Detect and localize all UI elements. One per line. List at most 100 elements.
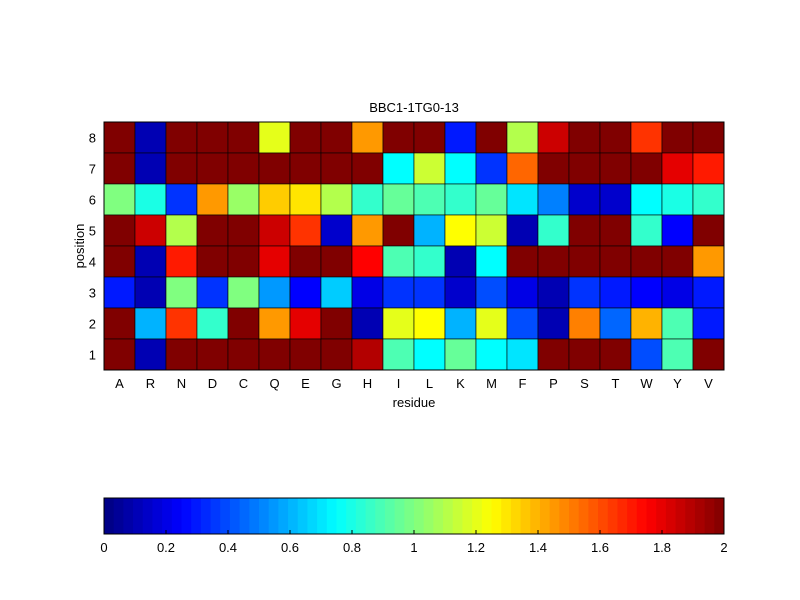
colorbar-segment xyxy=(510,498,522,534)
heatmap-cell-P-4 xyxy=(537,245,570,278)
heatmap-cell-Q-8 xyxy=(258,121,291,154)
heatmap-cell-C-8 xyxy=(227,121,260,154)
heatmap-cell-D-3 xyxy=(196,276,229,309)
colorbar-segment xyxy=(578,498,589,534)
colorbar-tick-label: 0.4 xyxy=(219,540,237,555)
heatmap-cell-D-8 xyxy=(196,121,229,154)
y-tick-label: 3 xyxy=(89,286,96,301)
heatmap-cell-H-8 xyxy=(351,121,384,154)
heatmap-cell-H-4 xyxy=(351,245,384,278)
colorbar-segment xyxy=(326,498,337,534)
colorbar-segment xyxy=(181,498,192,534)
heatmap-cell-K-4 xyxy=(444,245,477,278)
heatmap-cell-W-7 xyxy=(630,152,663,185)
y-tick-label: 7 xyxy=(89,162,96,177)
x-tick-label: I xyxy=(397,376,401,391)
colorbar-segment xyxy=(162,498,173,534)
colorbar-segment xyxy=(627,498,638,534)
heatmap-cell-Q-4 xyxy=(258,245,291,278)
heatmap-cell-G-6 xyxy=(320,183,353,216)
heatmap-cell-N-3 xyxy=(165,276,198,309)
heatmap-cell-E-3 xyxy=(289,276,322,309)
heatmap-cell-I-6 xyxy=(382,183,415,216)
colorbar-segment xyxy=(423,498,434,534)
heatmap-cell-I-2 xyxy=(382,307,415,340)
colorbar-segment xyxy=(539,498,551,534)
heatmap-cell-Y-6 xyxy=(661,183,694,216)
colorbar-segment xyxy=(656,498,667,534)
heatmap-cell-A-4 xyxy=(103,245,136,278)
colorbar-segment xyxy=(375,498,386,534)
heatmap-cell-P-3 xyxy=(537,276,570,309)
heatmap-cell-M-4 xyxy=(475,245,508,278)
heatmap-cell-F-8 xyxy=(506,121,539,154)
heatmap-cell-S-2 xyxy=(568,307,601,340)
heatmap-cell-A-3 xyxy=(103,276,136,309)
colorbar-segment xyxy=(598,498,609,534)
colorbar-segment xyxy=(104,498,115,534)
heatmap-cell-S-8 xyxy=(568,121,601,154)
colorbar-segment xyxy=(404,498,415,534)
heatmap-cell-K-5 xyxy=(444,214,477,247)
heatmap-cell-C-7 xyxy=(227,152,260,185)
heatmap-cell-T-8 xyxy=(599,121,632,154)
colorbar-segment xyxy=(307,498,318,534)
colorbar-segment xyxy=(336,498,347,534)
y-axis-label: position xyxy=(72,224,87,269)
heatmap-cell-V-3 xyxy=(692,276,725,309)
heatmap-cell-C-1 xyxy=(227,338,260,371)
heatmap-cell-K-1 xyxy=(444,338,477,371)
heatmap-cell-K-7 xyxy=(444,152,477,185)
colorbar-segment xyxy=(491,498,502,534)
heatmap-cell-I-7 xyxy=(382,152,415,185)
heatmap-cell-K-3 xyxy=(444,276,477,309)
heatmap-cell-W-4 xyxy=(630,245,663,278)
x-tick-label: E xyxy=(301,376,310,391)
heatmap-cell-C-2 xyxy=(227,307,260,340)
colorbar-segment xyxy=(249,498,260,534)
heatmap-cell-T-3 xyxy=(599,276,632,309)
heatmap-cell-Y-4 xyxy=(661,245,694,278)
heatmap-cell-G-8 xyxy=(320,121,353,154)
heatmap-cell-L-8 xyxy=(413,121,446,154)
heatmap-cell-W-2 xyxy=(630,307,663,340)
heatmap-cell-I-5 xyxy=(382,214,415,247)
colorbar-segment xyxy=(394,498,405,534)
colorbar-segment xyxy=(694,498,706,534)
x-tick-label: H xyxy=(363,376,372,391)
heatmap-cell-F-5 xyxy=(506,214,539,247)
heatmap-cell-V-6 xyxy=(692,183,725,216)
colorbar-segment xyxy=(133,498,144,534)
colorbar-segment xyxy=(259,498,270,534)
y-tick-label: 5 xyxy=(89,224,96,239)
colorbar xyxy=(104,498,725,534)
x-tick-label: N xyxy=(177,376,186,391)
heatmap-cell-H-3 xyxy=(351,276,384,309)
heatmap-cell-P-8 xyxy=(537,121,570,154)
heatmap-cell-A-1 xyxy=(103,338,136,371)
heatmap-cell-A-7 xyxy=(103,152,136,185)
heatmap-cell-L-5 xyxy=(413,214,446,247)
chart-title: BBC1-1TG0-13 xyxy=(369,100,459,115)
heatmap-cell-R-8 xyxy=(134,121,167,154)
colorbar-tick-label: 1 xyxy=(410,540,417,555)
colorbar-segment xyxy=(288,498,299,534)
heatmap-cell-S-6 xyxy=(568,183,601,216)
colorbar-tick-labels: 0 0.2 0.4 0.6 0.8 1 1.2 1.4 1.6 1.8 2 xyxy=(100,530,728,555)
colorbar-segment xyxy=(607,498,618,534)
heatmap-cell-F-7 xyxy=(506,152,539,185)
heatmap-cell-S-7 xyxy=(568,152,601,185)
x-tick-label: K xyxy=(456,376,465,391)
colorbar-segment xyxy=(152,498,163,534)
heatmap-cell-K-2 xyxy=(444,307,477,340)
heatmap-cell-E-4 xyxy=(289,245,322,278)
heatmap-cell-L-3 xyxy=(413,276,446,309)
colorbar-segment xyxy=(433,498,444,534)
heatmap-cell-Y-7 xyxy=(661,152,694,185)
heatmap-cell-H-7 xyxy=(351,152,384,185)
heatmap-cell-M-8 xyxy=(475,121,508,154)
colorbar-tick-label: 1.4 xyxy=(529,540,547,555)
heatmap-cell-T-6 xyxy=(599,183,632,216)
colorbar-tick-label: 2 xyxy=(720,540,727,555)
